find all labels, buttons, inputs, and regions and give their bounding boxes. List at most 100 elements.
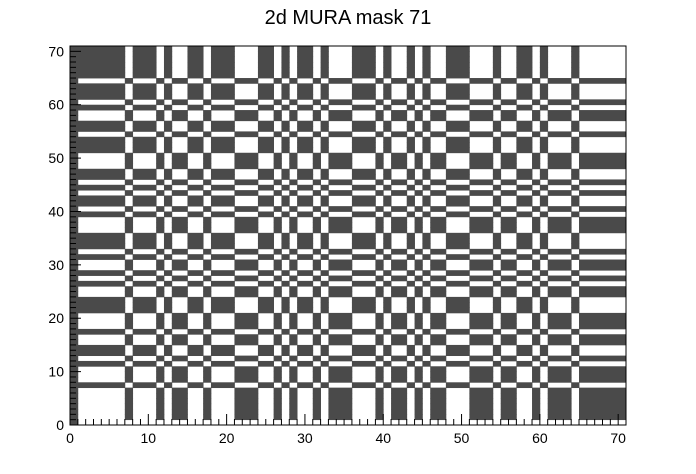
mask-cell-closed xyxy=(203,222,212,228)
mask-cell-closed xyxy=(516,174,533,180)
mask-cell-closed xyxy=(320,147,329,154)
mask-cell-closed xyxy=(383,67,392,74)
mask-cell-closed xyxy=(430,355,447,362)
mask-cell-closed xyxy=(124,371,134,378)
mask-cell-closed xyxy=(132,243,157,250)
mask-cell-closed xyxy=(391,403,408,410)
x-tick-label: 10 xyxy=(141,430,157,446)
mask-cell-closed xyxy=(163,83,173,90)
mask-cell-closed xyxy=(171,248,188,255)
mask-cell-closed xyxy=(203,403,212,410)
mask-cell-closed xyxy=(312,227,321,234)
mask-cell-closed xyxy=(406,56,415,63)
mask-cell-closed xyxy=(375,264,384,271)
mask-cell-closed xyxy=(571,94,580,100)
mask-cell-closed xyxy=(539,51,549,58)
mask-cell-closed xyxy=(445,344,470,351)
mask-cell-closed xyxy=(163,254,173,260)
mask-cell-closed xyxy=(320,328,329,335)
mask-cell-closed xyxy=(430,264,447,271)
mask-cell-closed xyxy=(70,56,126,63)
mask-cell-closed xyxy=(492,56,502,63)
mask-cell-closed xyxy=(430,403,447,410)
mask-cell-closed xyxy=(391,334,408,340)
mask-cell-closed xyxy=(273,334,282,340)
mask-cell-closed xyxy=(281,232,290,239)
mask-cell-closed xyxy=(391,366,408,373)
mask-cell-closed xyxy=(469,163,494,170)
mask-cell-closed xyxy=(163,211,173,218)
mask-cell-closed xyxy=(273,318,282,324)
plot-frame xyxy=(69,45,627,426)
mask-cell-closed xyxy=(257,126,274,132)
mask-cell-closed xyxy=(203,318,212,324)
mask-cell-closed xyxy=(406,83,415,90)
mask-cell-closed xyxy=(156,398,165,405)
mask-cell-closed xyxy=(445,104,470,111)
mask-cell-closed xyxy=(163,67,173,74)
mask-cell-closed xyxy=(70,200,126,207)
mask-cell-closed xyxy=(320,302,329,308)
mask-cell-closed xyxy=(234,318,259,324)
mask-cell-closed xyxy=(132,360,157,367)
x-tick-label: 30 xyxy=(297,430,313,446)
mask-cell-closed xyxy=(469,387,494,394)
mask-cell-closed xyxy=(492,120,502,127)
mask-cell-closed xyxy=(500,414,517,421)
mask-cell-closed xyxy=(383,72,392,79)
mask-cell-closed xyxy=(297,344,314,351)
mask-cell-closed xyxy=(547,334,572,340)
y-tick-label: 0 xyxy=(56,417,64,433)
mask-cell-closed xyxy=(281,120,290,127)
mask-cell-closed xyxy=(124,222,134,228)
mask-cell-closed xyxy=(163,62,173,68)
mask-cell-closed xyxy=(234,408,259,415)
mask-cell-closed xyxy=(516,104,533,111)
mask-cell-closed xyxy=(156,131,165,138)
mask-cell-closed xyxy=(375,339,384,346)
mask-cell-closed xyxy=(320,67,329,74)
mask-cell-closed xyxy=(571,232,580,239)
mask-cell-closed xyxy=(132,168,157,175)
mask-cell-closed xyxy=(351,56,376,63)
mask-cell-closed xyxy=(571,147,580,154)
mask-cell-closed xyxy=(351,200,376,207)
mask-cell-closed xyxy=(430,115,447,122)
mask-cell-closed xyxy=(171,275,188,282)
mask-cell-closed xyxy=(328,286,353,292)
mask-cell-closed xyxy=(210,350,235,357)
mask-cell-closed xyxy=(234,376,259,383)
mask-cell-closed xyxy=(532,275,541,282)
mask-cell-closed xyxy=(234,216,259,223)
mask-cell-closed xyxy=(257,238,274,244)
mask-cell-closed xyxy=(124,291,134,298)
mask-cell-closed xyxy=(383,147,392,154)
mask-cell-closed xyxy=(297,254,314,260)
mask-cell-closed xyxy=(328,248,353,255)
mask-cell-closed xyxy=(124,216,134,223)
mask-cell-closed xyxy=(516,307,533,314)
mask-cell-closed xyxy=(124,78,134,84)
mask-cell-closed xyxy=(414,414,423,421)
mask-cell-closed xyxy=(312,355,321,362)
mask-cell-closed xyxy=(571,328,580,335)
mask-cell-closed xyxy=(469,371,494,378)
mask-cell-closed xyxy=(320,104,329,111)
mask-cell-closed xyxy=(500,163,517,170)
mask-cell-closed xyxy=(289,366,298,373)
mask-cell-closed xyxy=(171,216,188,223)
mask-cell-closed xyxy=(70,46,126,52)
mask-cell-closed xyxy=(257,382,274,389)
mask-cell-closed xyxy=(257,302,274,308)
mask-cell-closed xyxy=(516,195,533,202)
mask-cell-closed xyxy=(579,206,627,212)
mask-cell-closed xyxy=(163,136,173,143)
mask-cell-closed xyxy=(187,67,204,74)
mask-cell-closed xyxy=(469,222,494,228)
mask-cell-closed xyxy=(422,136,431,143)
mask-cell-closed xyxy=(414,376,423,383)
mask-cell-closed xyxy=(297,51,314,58)
mask-cell-closed xyxy=(547,312,572,319)
mask-cell-closed xyxy=(422,243,431,250)
mask-cell-closed xyxy=(406,94,415,100)
